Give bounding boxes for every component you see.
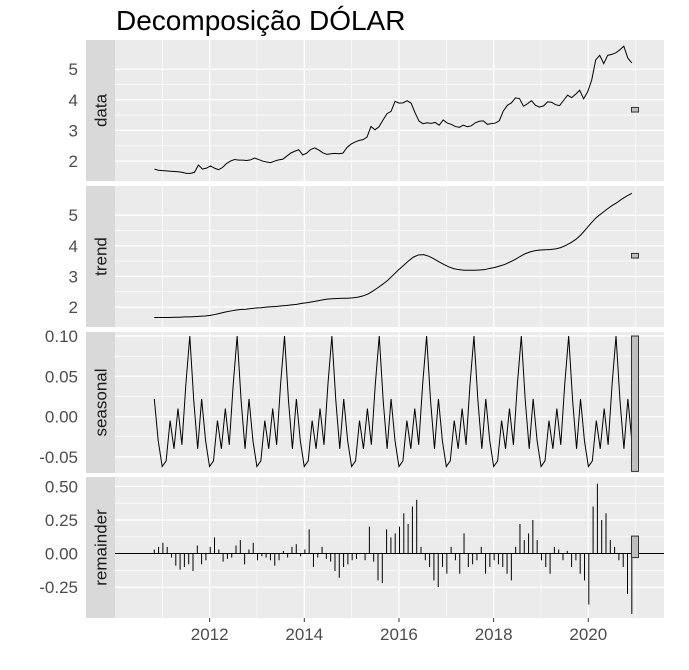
x-tick-label: 2020 xyxy=(569,625,607,644)
chart-title: Decomposição DÓLAR xyxy=(116,5,405,36)
remainder-panel-background xyxy=(115,477,664,618)
remainder-strip-label: remainder xyxy=(92,509,111,586)
data-strip xyxy=(86,40,115,181)
remainder-range-bar xyxy=(631,535,639,559)
x-tick-label: 2012 xyxy=(191,625,229,644)
data-series-line xyxy=(154,45,633,174)
data-panel: 2 3 4 5 data xyxy=(69,40,664,181)
seasonal-panel-background xyxy=(115,332,664,473)
seasonal-series-line xyxy=(153,335,633,468)
data-y-tick-label: 3 xyxy=(69,121,78,140)
data-range-bar xyxy=(631,106,639,113)
trend-range-bar xyxy=(631,252,639,259)
remainder-panel: -0.25 0.00 0.25 0.50 remainder xyxy=(39,477,664,618)
trend-y-tick-label: 5 xyxy=(69,206,78,225)
data-strip-label: data xyxy=(92,93,111,127)
x-tick-label: 2016 xyxy=(380,625,418,644)
seasonal-strip-label: seasonal xyxy=(92,368,111,436)
data-panel-background xyxy=(115,40,664,181)
remainder-y-tick-label: 0.50 xyxy=(45,477,78,496)
data-y-tick-label: 4 xyxy=(69,91,78,110)
data-y-tick-label: 2 xyxy=(69,152,78,171)
trend-panel: 2 3 4 5 trend xyxy=(69,186,664,327)
x-tick-label: 2018 xyxy=(475,625,513,644)
seasonal-y-tick-label: 0.00 xyxy=(45,408,78,427)
seasonal-y-tick-label: 0.05 xyxy=(45,367,78,386)
remainder-y-tick-label: 0.00 xyxy=(45,545,78,564)
remainder-y-tick-label: 0.25 xyxy=(45,511,78,530)
remainder-y-tick-label: -0.25 xyxy=(39,578,78,597)
trend-series-line xyxy=(154,192,633,318)
trend-strip-label: trend xyxy=(92,237,111,276)
x-tick-label: 2014 xyxy=(285,625,323,644)
seasonal-strip xyxy=(86,332,115,473)
trend-y-tick-label: 2 xyxy=(69,298,78,317)
trend-y-tick-label: 4 xyxy=(69,237,78,256)
trend-panel-background xyxy=(115,186,664,327)
chart-panels: 2 3 4 5 data 2 3 4 5 trend -0.05 0.00 0.05 0.10 season… xyxy=(39,40,664,644)
seasonal-range-bar xyxy=(631,335,639,472)
seasonal-y-tick-label: -0.05 xyxy=(39,448,78,467)
trend-strip xyxy=(86,186,115,327)
data-y-tick-label: 5 xyxy=(69,60,78,79)
trend-y-tick-label: 3 xyxy=(69,267,78,286)
seasonal-panel: -0.05 0.00 0.05 0.10 seasonal xyxy=(39,327,664,473)
seasonal-y-tick-label: 0.10 xyxy=(45,327,78,346)
remainder-strip xyxy=(86,477,115,618)
